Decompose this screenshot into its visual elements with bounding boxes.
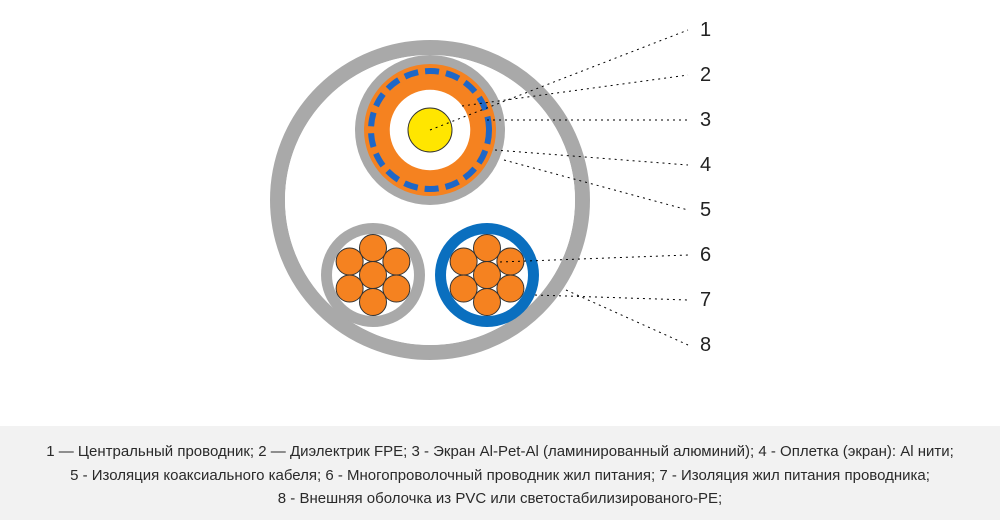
strand-0-6 (383, 248, 410, 275)
callout-8: 8 (700, 334, 711, 356)
strand-0-3 (336, 275, 363, 302)
strand-1-1 (497, 275, 524, 302)
callout-4: 4 (700, 154, 711, 176)
callout-6: 6 (700, 244, 711, 266)
callout-2: 2 (700, 64, 711, 86)
stage: 1 2 3 4 5 6 7 8 1 — Центральный проводник; 2 — … (0, 0, 1000, 520)
legend-line-3: 8 - Внешняя оболочка из PVC или светоста… (278, 490, 722, 507)
strand-0-5 (360, 235, 387, 262)
legend-line-1: 1 — Центральный проводник; 2 — Диэлектри… (46, 443, 954, 460)
leader-8 (566, 290, 688, 345)
strand-0-4 (336, 248, 363, 275)
strand-1-5 (474, 235, 501, 262)
callout-1: 1 (700, 19, 711, 41)
strand-1-2 (474, 289, 501, 316)
callout-7: 7 (700, 289, 711, 311)
callout-5: 5 (700, 199, 711, 221)
strand-0-2 (360, 289, 387, 316)
legend-box: 1 — Центральный проводник; 2 — Диэлектри… (0, 426, 1000, 520)
strand-1-0 (474, 262, 501, 289)
cable-cross-section-diagram: 1 2 3 4 5 6 7 8 (0, 0, 1000, 420)
strand-0-1 (383, 275, 410, 302)
strand-0-0 (360, 262, 387, 289)
strand-1-4 (450, 248, 477, 275)
legend-line-2: 5 - Изоляция коаксиального кабеля; 6 - М… (70, 467, 930, 484)
callout-3: 3 (700, 109, 711, 131)
strand-1-3 (450, 275, 477, 302)
